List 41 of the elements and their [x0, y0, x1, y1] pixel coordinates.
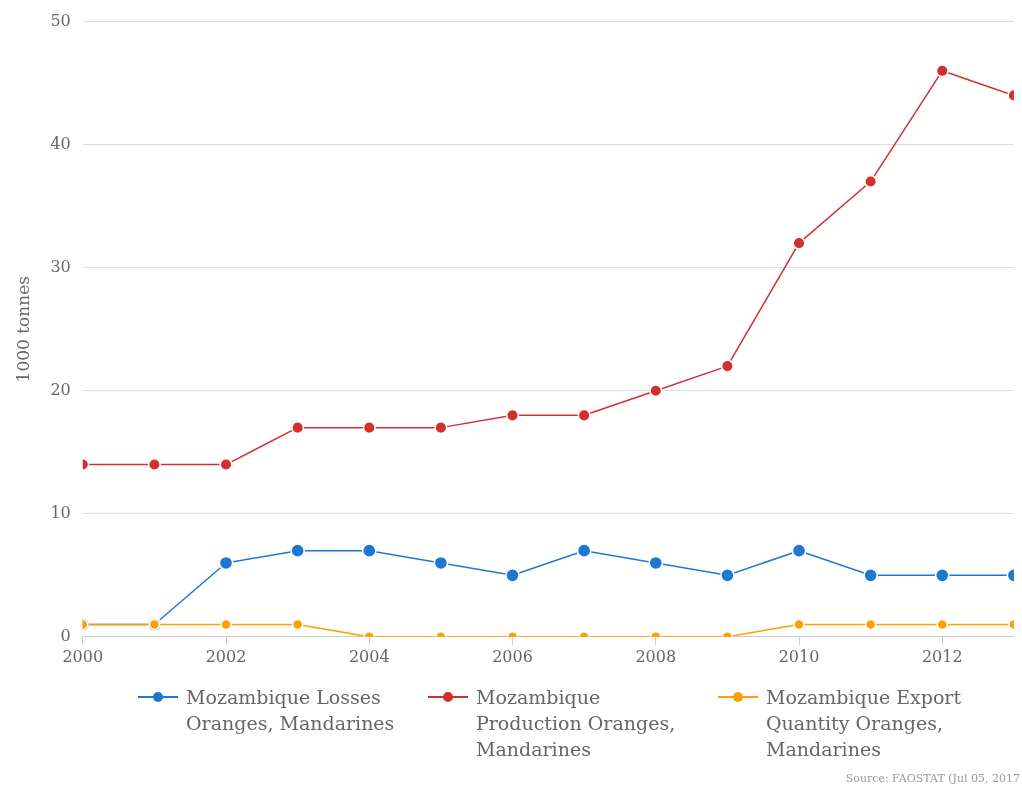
x-tick-label: 2006 [492, 646, 533, 666]
legend-label: Mozambique Losses Oranges, Mandarines [186, 685, 396, 736]
point [290, 543, 305, 559]
point [361, 543, 377, 559]
point [791, 543, 807, 559]
y-tick-label: 20 [50, 379, 71, 399]
source-note: Source: FAOSTAT (Jul 05, 2017 [845, 772, 1020, 785]
point [218, 555, 234, 571]
x-tick-label: 2004 [348, 646, 390, 666]
point [505, 567, 520, 583]
x-tick-label: 2002 [205, 646, 247, 666]
x-tick-label: 2010 [778, 646, 820, 666]
point [433, 555, 449, 571]
point [720, 567, 735, 583]
point [362, 421, 376, 435]
x-tick-label: 2008 [635, 646, 677, 666]
point [720, 359, 734, 373]
y-tick-label: 30 [50, 256, 71, 276]
x-tick-label: 2012 [921, 646, 963, 666]
point [649, 384, 663, 398]
x-tick-label: 2000 [62, 646, 104, 666]
y-axis-title: 1000 tonnes [12, 275, 33, 383]
y-tick-label: 0 [60, 625, 71, 645]
legend-label: Mozambique Production Oranges, Mandarines [476, 685, 677, 762]
point [577, 408, 591, 422]
point [505, 408, 520, 422]
point [434, 421, 448, 435]
point [219, 457, 233, 472]
point [147, 457, 161, 472]
y-tick-label: 10 [50, 502, 71, 522]
point [648, 555, 664, 571]
point [291, 421, 305, 435]
point [935, 64, 949, 78]
point [863, 567, 878, 583]
point [934, 567, 950, 583]
point [864, 175, 878, 189]
point [792, 236, 806, 250]
legend-label: Mozambique Export Quantity Oranges, Mandarines [766, 685, 963, 762]
y-tick-label: 40 [50, 133, 71, 153]
point [576, 543, 592, 559]
y-tick-label: 50 [50, 10, 71, 30]
